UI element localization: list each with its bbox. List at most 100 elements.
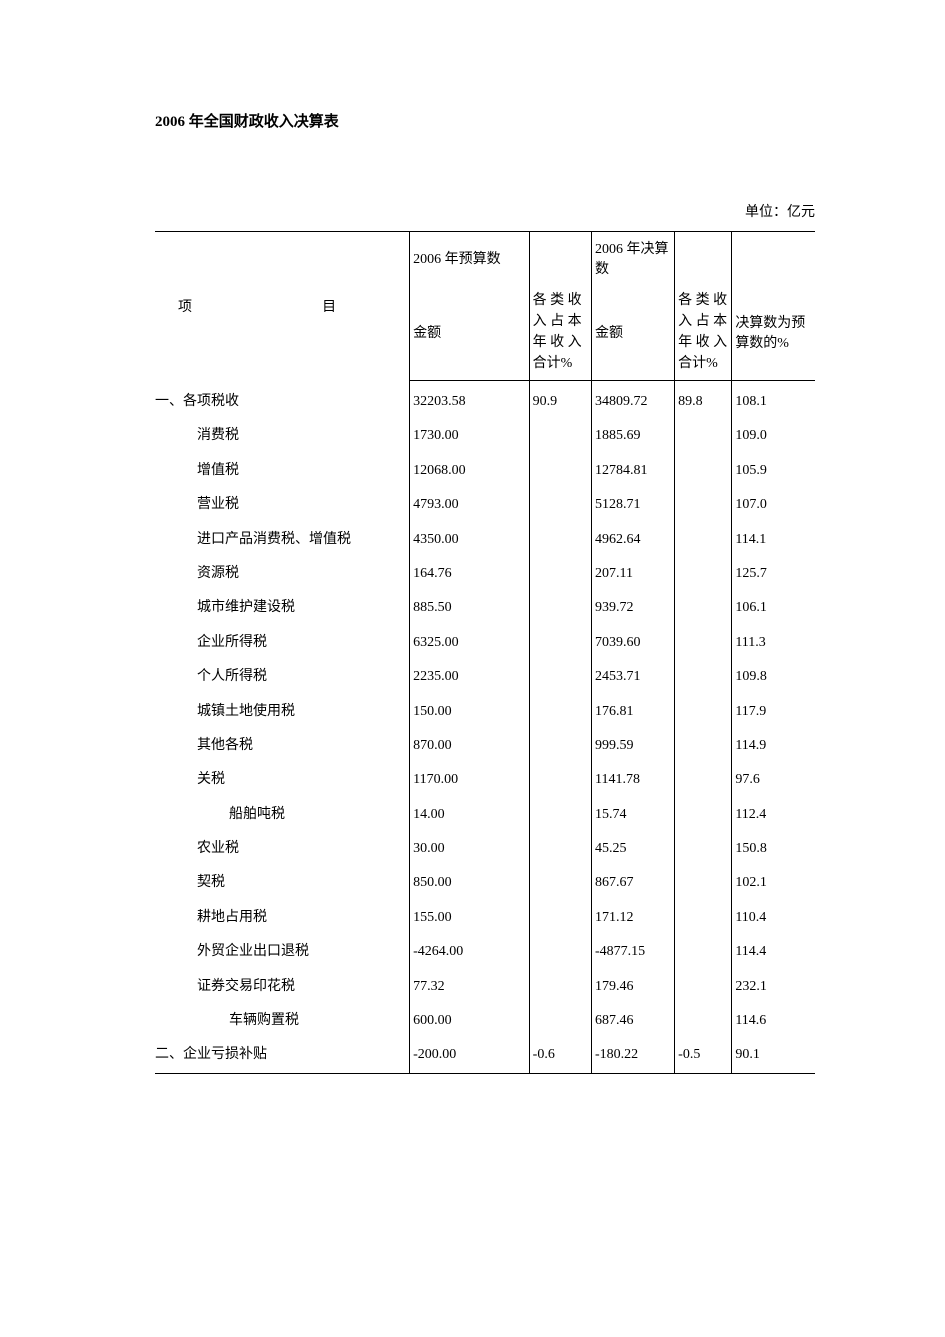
cell-budget_pct: -0.6 [529, 1038, 591, 1073]
table-row: 一、各项税收32203.5890.934809.7289.8108.1 [155, 381, 815, 420]
cell-ratio: 150.8 [732, 832, 815, 866]
cell-budget_amount: 1730.00 [410, 419, 530, 453]
cell-budget_pct: 90.9 [529, 381, 591, 420]
table-row: 营业税4793.005128.71107.0 [155, 488, 815, 522]
cell-final_pct [675, 557, 732, 591]
cell-final_pct [675, 970, 732, 1004]
table-row: 契税850.00867.67102.1 [155, 866, 815, 900]
cell-item: 营业税 [155, 488, 410, 522]
header-final-amount: 金额 [592, 284, 675, 381]
table-row: 消费税1730.001885.69109.0 [155, 419, 815, 453]
table-row: 船舶吨税14.0015.74112.4 [155, 798, 815, 832]
cell-final_amount: 687.46 [592, 1004, 675, 1038]
cell-item: 关税 [155, 763, 410, 797]
cell-budget_pct [529, 763, 591, 797]
cell-budget_amount: 30.00 [410, 832, 530, 866]
cell-item: 其他各税 [155, 729, 410, 763]
cell-final_pct: -0.5 [675, 1038, 732, 1073]
cell-budget_amount: 1170.00 [410, 763, 530, 797]
cell-ratio: 109.0 [732, 419, 815, 453]
cell-item: 一、各项税收 [155, 381, 410, 420]
cell-budget_amount: 4793.00 [410, 488, 530, 522]
table-row: 车辆购置税600.00 687.46 114.6 [155, 1004, 815, 1038]
cell-ratio: 114.6 [732, 1004, 815, 1038]
cell-budget_pct [529, 660, 591, 694]
cell-ratio: 105.9 [732, 454, 815, 488]
cell-budget_amount: 14.00 [410, 798, 530, 832]
header-final-group: 2006 年决算数 [592, 232, 675, 285]
cell-ratio: 97.6 [732, 763, 815, 797]
cell-budget_amount: 32203.58 [410, 381, 530, 420]
table-row: 外贸企业出口退税-4264.00-4877.15114.4 [155, 935, 815, 969]
cell-final_amount: 176.81 [592, 695, 675, 729]
table-row: 农业税30.0045.25150.8 [155, 832, 815, 866]
cell-budget_amount: 4350.00 [410, 523, 530, 557]
cell-ratio: 117.9 [732, 695, 815, 729]
cell-item: 契税 [155, 866, 410, 900]
cell-item: 消费税 [155, 419, 410, 453]
cell-item: 耕地占用税 [155, 901, 410, 935]
header-empty [732, 232, 815, 285]
table-row: 城镇土地使用税150.00 176.81 117.9 [155, 695, 815, 729]
cell-ratio: 112.4 [732, 798, 815, 832]
cell-final_amount: 4962.64 [592, 523, 675, 557]
table-row: 城市维护建设税885.50939.72106.1 [155, 591, 815, 625]
unit-label: 单位：亿元 [155, 201, 815, 221]
cell-final_pct [675, 1004, 732, 1038]
cell-ratio: 107.0 [732, 488, 815, 522]
cell-item: 个人所得税 [155, 660, 410, 694]
cell-final_pct [675, 488, 732, 522]
cell-final_pct [675, 591, 732, 625]
cell-ratio: 109.8 [732, 660, 815, 694]
cell-final_pct [675, 419, 732, 453]
cell-final_amount: 207.11 [592, 557, 675, 591]
cell-final_pct [675, 832, 732, 866]
cell-item: 车辆购置税 [155, 1004, 410, 1038]
cell-budget_amount: 150.00 [410, 695, 530, 729]
cell-budget_pct [529, 901, 591, 935]
cell-final_pct [675, 729, 732, 763]
table-row: 关税1170.001141.7897.6 [155, 763, 815, 797]
cell-final_pct [675, 523, 732, 557]
header-item-left: 项 [178, 296, 192, 316]
cell-ratio: 111.3 [732, 626, 815, 660]
cell-item: 企业所得税 [155, 626, 410, 660]
cell-final_amount: 15.74 [592, 798, 675, 832]
cell-final_pct [675, 454, 732, 488]
cell-budget_pct [529, 935, 591, 969]
cell-budget_pct [529, 419, 591, 453]
cell-final_pct [675, 660, 732, 694]
cell-budget_pct [529, 557, 591, 591]
cell-budget_pct [529, 866, 591, 900]
cell-ratio: 114.4 [732, 935, 815, 969]
table-row: 增值税12068.0012784.81105.9 [155, 454, 815, 488]
cell-final_amount: 939.72 [592, 591, 675, 625]
cell-item: 二、企业亏损补贴 [155, 1038, 410, 1073]
cell-final_amount: 2453.71 [592, 660, 675, 694]
cell-budget_pct [529, 454, 591, 488]
cell-budget_amount: 12068.00 [410, 454, 530, 488]
cell-ratio: 125.7 [732, 557, 815, 591]
table-row: 其他各税870.00999.59114.9 [155, 729, 815, 763]
table-row: 耕地占用税155.00171.12110.4 [155, 901, 815, 935]
document-title: 2006 年全国财政收入决算表 [155, 110, 815, 131]
cell-item: 证券交易印花税 [155, 970, 410, 1004]
cell-budget_amount: 600.00 [410, 1004, 530, 1038]
cell-item: 城镇土地使用税 [155, 695, 410, 729]
cell-budget_pct [529, 798, 591, 832]
cell-final_amount: -4877.15 [592, 935, 675, 969]
cell-final_pct [675, 901, 732, 935]
cell-item: 进口产品消费税、增值税 [155, 523, 410, 557]
cell-ratio: 114.9 [732, 729, 815, 763]
cell-budget_amount: 155.00 [410, 901, 530, 935]
header-empty [675, 232, 732, 285]
cell-final_amount: 12784.81 [592, 454, 675, 488]
cell-budget_pct [529, 626, 591, 660]
cell-ratio: 232.1 [732, 970, 815, 1004]
cell-final_amount: 34809.72 [592, 381, 675, 420]
cell-final_amount: -180.22 [592, 1038, 675, 1073]
table-row: 进口产品消费税、增值税4350.004962.64114.1 [155, 523, 815, 557]
header-budget-pct: 各 类 收 入 占 本 年 收 入 合计% [529, 284, 591, 381]
cell-item: 资源税 [155, 557, 410, 591]
cell-budget_amount: 2235.00 [410, 660, 530, 694]
